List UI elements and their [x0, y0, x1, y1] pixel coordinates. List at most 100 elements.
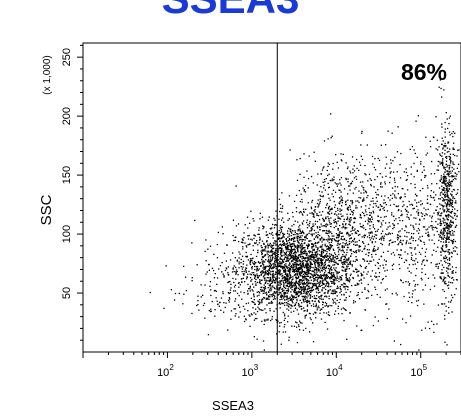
scatter-point — [297, 233, 299, 235]
scatter-point — [334, 301, 336, 303]
scatter-point — [453, 197, 456, 200]
scatter-point — [285, 270, 287, 272]
scatter-point — [287, 300, 289, 302]
scatter-point — [349, 172, 352, 174]
scatter-point — [447, 164, 449, 167]
scatter-point — [400, 152, 402, 155]
scatter-point — [312, 182, 314, 184]
scatter-point — [339, 243, 341, 245]
scatter-point — [265, 247, 267, 249]
scatter-point — [329, 248, 331, 250]
scatter-point — [408, 200, 410, 203]
scatter-point — [427, 321, 429, 323]
scatter-point — [282, 274, 284, 277]
scatter-point — [371, 279, 373, 281]
scatter-point — [294, 304, 297, 306]
scatter-point — [344, 256, 346, 259]
scatter-point — [311, 235, 313, 237]
scatter-point — [341, 274, 343, 277]
scatter-point — [421, 215, 423, 217]
scatter-point — [288, 278, 291, 280]
scatter-point — [440, 236, 442, 238]
scatter-point — [268, 280, 270, 282]
scatter-point — [298, 325, 300, 328]
scatter-point — [311, 246, 313, 248]
scatter-point — [449, 234, 452, 236]
scatter-point — [211, 300, 213, 303]
scatter-point — [328, 286, 330, 288]
scatter-point — [368, 207, 370, 210]
scatter-point — [408, 264, 411, 266]
scatter-point — [279, 291, 282, 294]
scatter-point — [326, 202, 328, 205]
scatter-point — [281, 267, 283, 269]
scatter-point — [332, 264, 334, 266]
scatter-point — [208, 309, 210, 312]
scatter-point — [253, 263, 255, 265]
scatter-point — [346, 231, 349, 234]
scatter-point — [295, 302, 298, 304]
scatter-point — [295, 252, 297, 254]
scatter-point — [277, 288, 279, 290]
scatter-point — [324, 263, 326, 266]
scatter-point — [290, 257, 292, 260]
scatter-point — [335, 221, 337, 223]
scatter-point — [451, 256, 453, 258]
scatter-point — [376, 261, 379, 264]
scatter-point — [345, 244, 347, 246]
scatter-point — [415, 253, 417, 255]
scatter-point — [378, 258, 380, 260]
scatter-point — [319, 309, 321, 311]
scatter-point — [337, 183, 339, 185]
scatter-point — [300, 305, 303, 308]
scatter-point — [313, 233, 315, 235]
scatter-point — [313, 284, 315, 286]
scatter-point — [202, 304, 205, 307]
scatter-point — [305, 314, 307, 316]
scatter-point — [405, 210, 408, 212]
scatter-point — [309, 269, 311, 272]
scatter-point — [285, 265, 287, 267]
scatter-point — [274, 282, 276, 284]
scatter-point — [287, 260, 289, 262]
scatter-point — [287, 246, 289, 248]
scatter-point — [413, 207, 415, 209]
scatter-point — [285, 263, 287, 265]
scatter-point — [326, 259, 328, 261]
scatter-point — [309, 261, 311, 263]
scatter-point — [445, 188, 447, 190]
scatter-point — [261, 240, 264, 242]
scatter-point — [329, 304, 331, 307]
scatter-point — [383, 239, 385, 241]
scatter-point — [313, 273, 315, 276]
scatter-point — [288, 297, 290, 299]
scatter-point — [430, 173, 432, 175]
scatter-point — [317, 274, 319, 276]
scatter-point — [304, 260, 307, 262]
scatter-point — [263, 323, 265, 326]
scatter-point — [227, 329, 229, 331]
scatter-point — [274, 255, 276, 257]
scatter-point — [345, 239, 347, 242]
scatter-point — [449, 162, 452, 164]
scatter-point — [445, 250, 447, 252]
scatter-point — [345, 178, 347, 181]
scatter-point — [290, 246, 292, 248]
scatter-point — [226, 244, 228, 246]
scatter-point — [288, 238, 291, 240]
scatter-point — [326, 232, 328, 235]
scatter-point — [221, 262, 223, 264]
scatter-point — [448, 181, 450, 183]
scatter-point — [331, 239, 333, 242]
scatter-point — [312, 215, 314, 218]
scatter-point — [278, 271, 280, 273]
scatter-point — [356, 258, 358, 261]
scatter-point — [304, 249, 306, 252]
scatter-point — [312, 249, 314, 251]
scatter-point — [419, 219, 421, 221]
scatter-point — [293, 270, 295, 273]
scatter-point — [292, 254, 294, 257]
scatter-point — [372, 210, 374, 212]
scatter-point — [334, 313, 336, 315]
scatter-point — [420, 204, 422, 206]
